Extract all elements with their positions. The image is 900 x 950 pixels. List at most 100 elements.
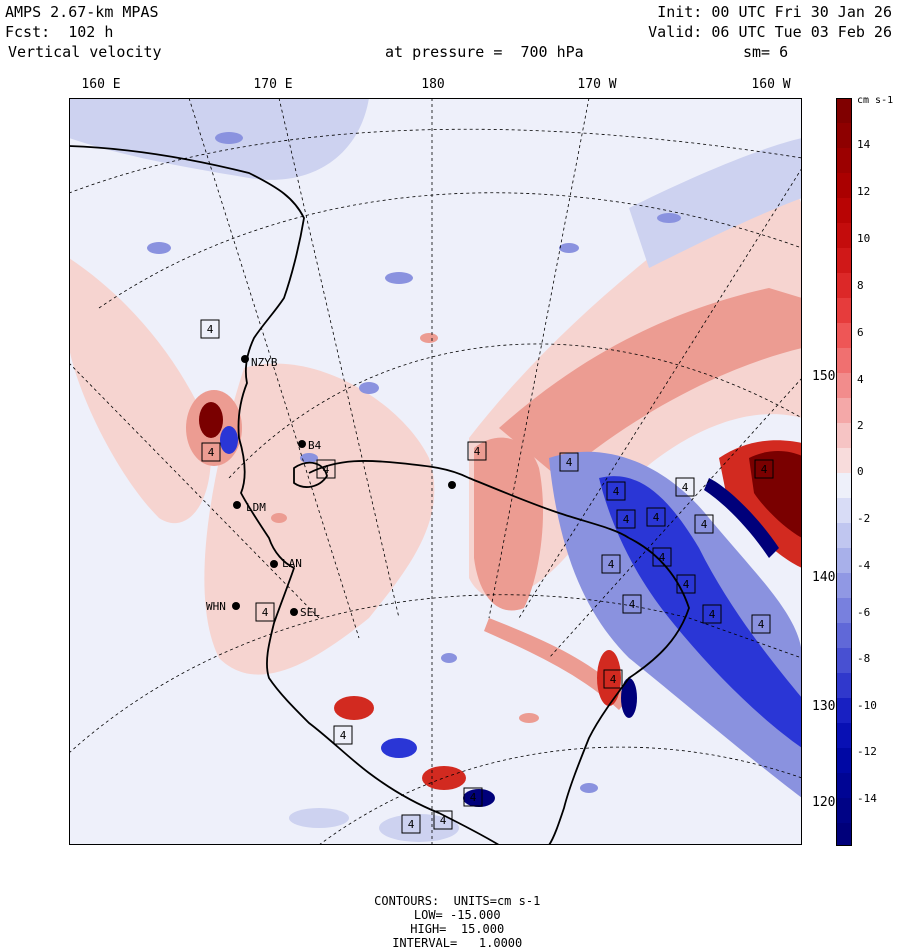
station-label-nzyb: NZYB [251, 356, 278, 369]
marker-box: 4 [603, 669, 623, 689]
neg-patch-south [379, 814, 459, 842]
marker-box: 4 [201, 442, 221, 462]
colorbar-step [836, 373, 852, 398]
marker-box-label: 4 [608, 558, 615, 571]
marker-box: 4 [676, 574, 696, 594]
marker-box-label: 4 [207, 323, 214, 336]
neg-patch-ice [289, 808, 349, 828]
station-label-ldm: LDM [246, 501, 266, 514]
lon-label-160w: 160 W [751, 77, 791, 92]
colorbar-step [836, 723, 852, 748]
mountain-cluster-west-core [199, 402, 223, 438]
colorbar [836, 98, 852, 846]
station-dot-nzyb [241, 355, 249, 363]
colorbar-step [836, 173, 852, 198]
lon-label-170e: 170 E [253, 77, 293, 92]
vertical-velocity-map: 4 4 4 4 4 4 4 4 4 4 4 4 4 4 4 4 4 4 4 4 … [69, 98, 802, 845]
map-frame [69, 98, 802, 845]
colorbar-step [836, 398, 852, 423]
marker-box: 4 [622, 594, 642, 614]
colorbar-label: -12 [857, 745, 877, 758]
colorbar-step [836, 448, 852, 473]
pos-region-ross-sea [474, 437, 544, 611]
marker-box-label: 4 [701, 518, 708, 531]
colorbar-step [836, 748, 852, 773]
marker-box: 4 [333, 725, 353, 745]
marker-box-label: 4 [653, 511, 660, 524]
colorbar-step [836, 823, 852, 846]
colorbar-step [836, 423, 852, 448]
lat-circle-1 [69, 128, 802, 194]
graticule [69, 98, 802, 845]
marker-box-label: 4 [623, 513, 630, 526]
chain-cell-1 [334, 696, 374, 720]
pos-strip-south [484, 618, 629, 710]
neg-band-core [599, 476, 802, 748]
chain-cell-4 [463, 789, 495, 807]
mountain-cluster-west-neg [220, 426, 238, 454]
marker-box-label: 4 [683, 578, 690, 591]
neg-region-ne [629, 138, 802, 268]
colorbar-step [836, 623, 852, 648]
marker-box-label: 4 [470, 791, 477, 804]
colorbar-label: 0 [857, 465, 864, 478]
colorbar-step [836, 798, 852, 823]
pos-band-dark [749, 451, 802, 538]
colorbar-label: -2 [857, 512, 871, 525]
colorbar-label: 12 [857, 185, 871, 198]
lon-label-180: 180 [421, 77, 445, 92]
colorbar-label: 8 [857, 279, 864, 292]
lat-circle-3 [228, 343, 802, 479]
contour-interval: INTERVAL= 1.0000 [392, 936, 523, 950]
marker-box: 4 [433, 810, 453, 830]
marker-box-label: 4 [682, 481, 689, 494]
forecast-hour: Fcst: 102 h [5, 23, 114, 41]
colorbar-step [836, 248, 852, 273]
colorbar-step [836, 648, 852, 673]
meridian-165e [188, 98, 360, 639]
marker-box-label: 4 [323, 463, 330, 476]
colorbar-step [836, 573, 852, 598]
contour-high: HIGH= 15.000 [410, 922, 505, 936]
colorbar-label: 2 [857, 419, 864, 432]
meridian-150w [548, 377, 802, 659]
extremum-markers: 4 4 4 4 4 4 4 4 4 4 4 4 4 4 4 4 4 4 4 4 … [200, 319, 774, 834]
marker-box: 4 [200, 319, 220, 339]
colorbar-step [836, 348, 852, 373]
marker-box-label: 4 [629, 598, 636, 611]
marker-box: 4 [702, 604, 722, 624]
colorbar-step [836, 298, 852, 323]
pressure-level: at pressure = 700 hPa [385, 43, 584, 61]
small-cell [559, 243, 579, 253]
small-cell [441, 653, 457, 663]
marker-box: 4 [316, 459, 336, 479]
small-cell [580, 783, 598, 793]
colorbar-label: -6 [857, 606, 871, 619]
marker-box: 4 [255, 602, 275, 622]
marker-box-label: 4 [408, 818, 415, 831]
small-cell [300, 453, 318, 463]
contour-info: CONTOURS: UNITS=cm s-1 LOW= -15.000 HIGH… [0, 880, 900, 950]
small-cell [420, 333, 438, 343]
colorbar-step [836, 498, 852, 523]
chain-cell-3 [422, 766, 466, 790]
marker-box: 4 [467, 441, 487, 461]
small-cell [519, 713, 539, 723]
marker-box: 4 [751, 614, 771, 634]
colorbar-step [836, 123, 852, 148]
station-dot-ldm [233, 501, 241, 509]
coastline-ice-shelf-front [308, 460, 630, 539]
small-cell [271, 513, 287, 523]
colorbar-step [836, 273, 852, 298]
colorbar-frame [836, 98, 852, 846]
colorbar-label: 14 [857, 138, 871, 151]
marker-box: 4 [694, 514, 714, 534]
colorbar-unit: cm s-1 [857, 95, 894, 106]
small-cell [215, 132, 243, 144]
model-title: AMPS 2.67-km MPAS [5, 3, 159, 21]
marker-box-label: 4 [758, 618, 765, 631]
marker-box: 4 [601, 554, 621, 574]
velocity-field-layer [69, 98, 802, 842]
marker-box: 4 [401, 814, 421, 834]
marker-box-label: 4 [340, 729, 347, 742]
